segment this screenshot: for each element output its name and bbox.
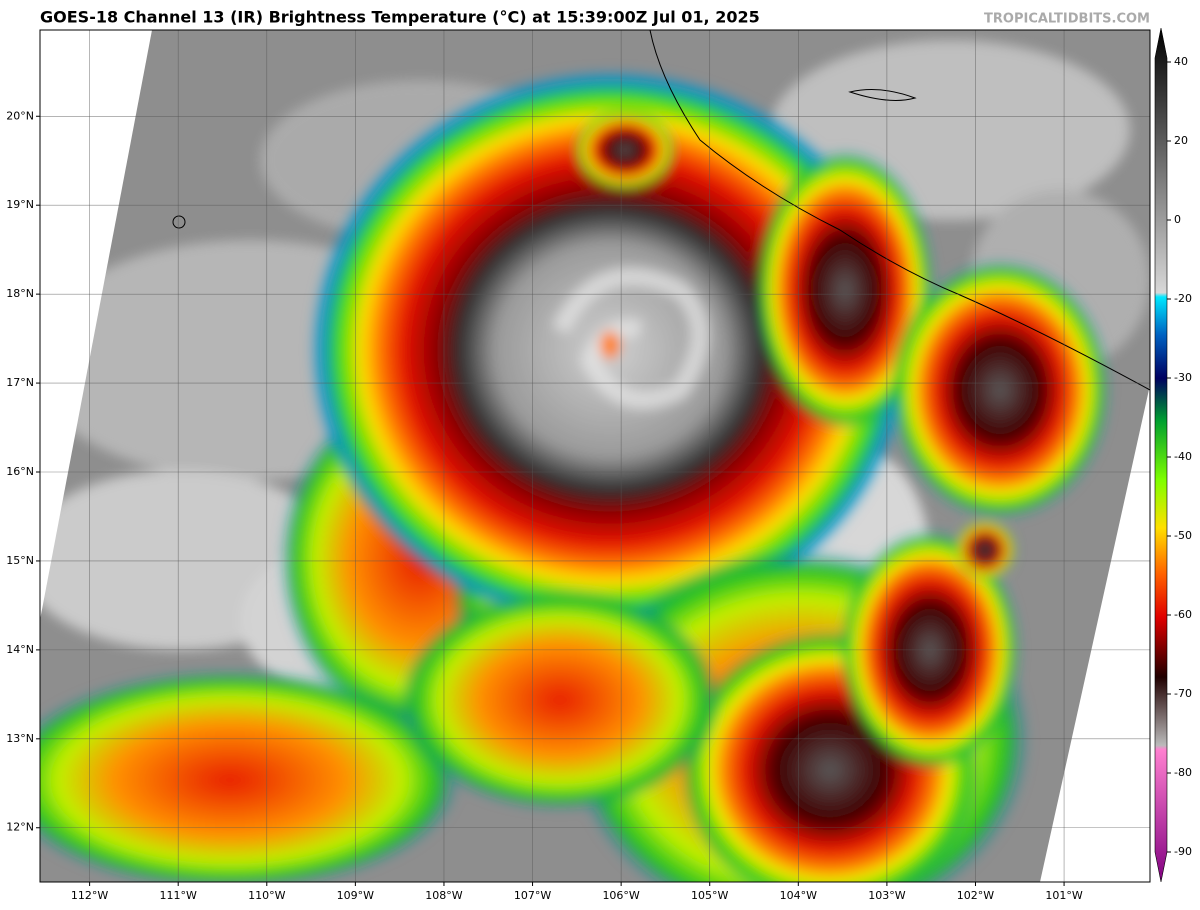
satellite-imagery — [40, 30, 1150, 882]
lon-tick-label: 112°W — [71, 889, 108, 902]
lon-tick-label: 104°W — [780, 889, 817, 902]
colorbar-tick-label: 40 — [1174, 55, 1188, 68]
lon-tick-label: 109°W — [337, 889, 374, 902]
colorbar-tick-label: -70 — [1174, 687, 1192, 700]
lon-tick-label: 110°W — [248, 889, 285, 902]
lat-tick-label: 13°N — [6, 732, 34, 745]
colorbar-tick-label: -80 — [1174, 766, 1192, 779]
colorbar-tick-label: -50 — [1174, 529, 1192, 542]
lat-tick-label: 18°N — [6, 287, 34, 300]
colorbar-tick-label: 0 — [1174, 213, 1181, 226]
lat-tick-label: 20°N — [6, 109, 34, 122]
colorbar-tick-label: -90 — [1174, 845, 1192, 858]
colorbar-tick-label: -40 — [1174, 450, 1192, 463]
lat-tick-label: 12°N — [6, 821, 34, 834]
lon-tick-label: 108°W — [425, 889, 462, 902]
lat-tick-label: 17°N — [6, 376, 34, 389]
colorbar-tick-label: -60 — [1174, 608, 1192, 621]
map-frame — [39, 29, 1151, 883]
lon-tick-label: 105°W — [691, 889, 728, 902]
lon-tick-label: 111°W — [160, 889, 197, 902]
lat-tick-label: 16°N — [6, 465, 34, 478]
lon-tick-label: 103°W — [868, 889, 905, 902]
lon-tick-label: 101°W — [1045, 889, 1082, 902]
colorbar-tick-label: 20 — [1174, 134, 1188, 147]
lon-tick-label: 107°W — [514, 889, 551, 902]
lat-tick-label: 19°N — [6, 198, 34, 211]
map-title: GOES-18 Channel 13 (IR) Brightness Tempe… — [40, 8, 760, 27]
lon-tick-label: 102°W — [957, 889, 994, 902]
lat-tick-label: 15°N — [6, 554, 34, 567]
colorbar-tick-label: -30 — [1174, 371, 1192, 384]
lat-tick-label: 14°N — [6, 643, 34, 656]
credit: TROPICALTIDBITS.COM — [984, 12, 1150, 27]
colorbar — [1154, 27, 1168, 883]
colorbar-ticks: 40 20 0 -20 -30 -40 -50 -60 -70 -80 -90 — [1167, 55, 1192, 858]
graticule — [40, 30, 1150, 882]
lon-tick-label: 106°W — [602, 889, 639, 902]
colorbar-tick-label: -20 — [1174, 292, 1192, 305]
